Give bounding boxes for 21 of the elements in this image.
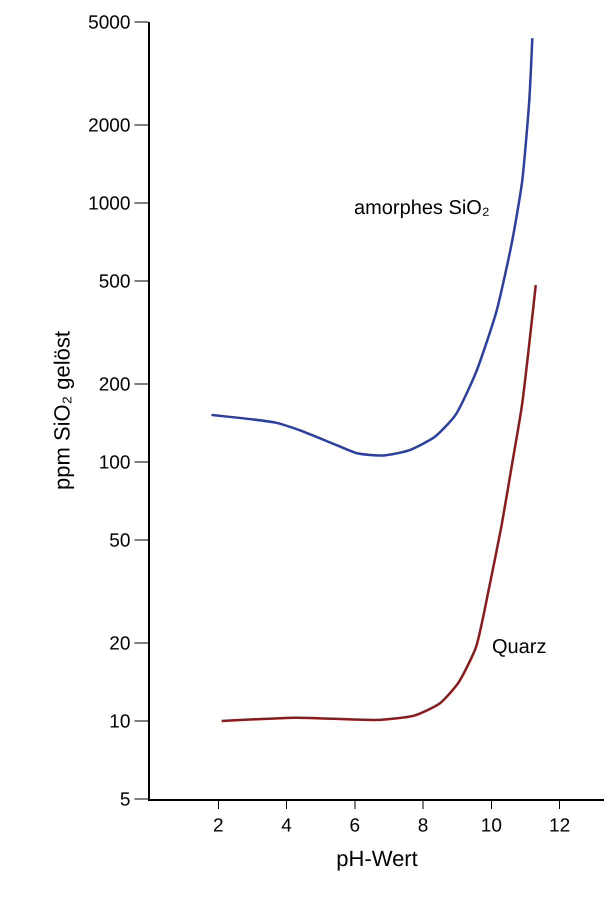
series-label: Quarz bbox=[492, 636, 546, 658]
y-tick-label: 10 bbox=[109, 712, 130, 733]
series-label: amorphes SiO₂ bbox=[354, 197, 490, 219]
y-axis-title: ppm SiO₂ gelöst bbox=[49, 331, 74, 490]
x-tick-label: 12 bbox=[549, 816, 570, 837]
y-tick-label: 100 bbox=[98, 452, 130, 474]
x-axis-title: pH-Wert bbox=[336, 846, 418, 871]
y-tick-label: 500 bbox=[98, 272, 130, 293]
y-tick-label: 2000 bbox=[88, 116, 130, 137]
x-tick-label: 2 bbox=[212, 816, 224, 837]
y-tick-label: 1000 bbox=[88, 194, 130, 215]
y-tick-label: 20 bbox=[109, 634, 130, 655]
x-tick-label: 8 bbox=[418, 816, 428, 837]
x-tick-label: 4 bbox=[281, 816, 292, 837]
y-tick-label: 5000 bbox=[88, 12, 130, 34]
y-tick-label: 5 bbox=[120, 790, 130, 811]
x-tick-label: 6 bbox=[350, 816, 360, 837]
line-series bbox=[210, 36, 534, 457]
x-tick-label: 10 bbox=[480, 816, 502, 837]
y-tick-label: 200 bbox=[98, 374, 130, 396]
y-tick-label: 50 bbox=[109, 530, 130, 552]
